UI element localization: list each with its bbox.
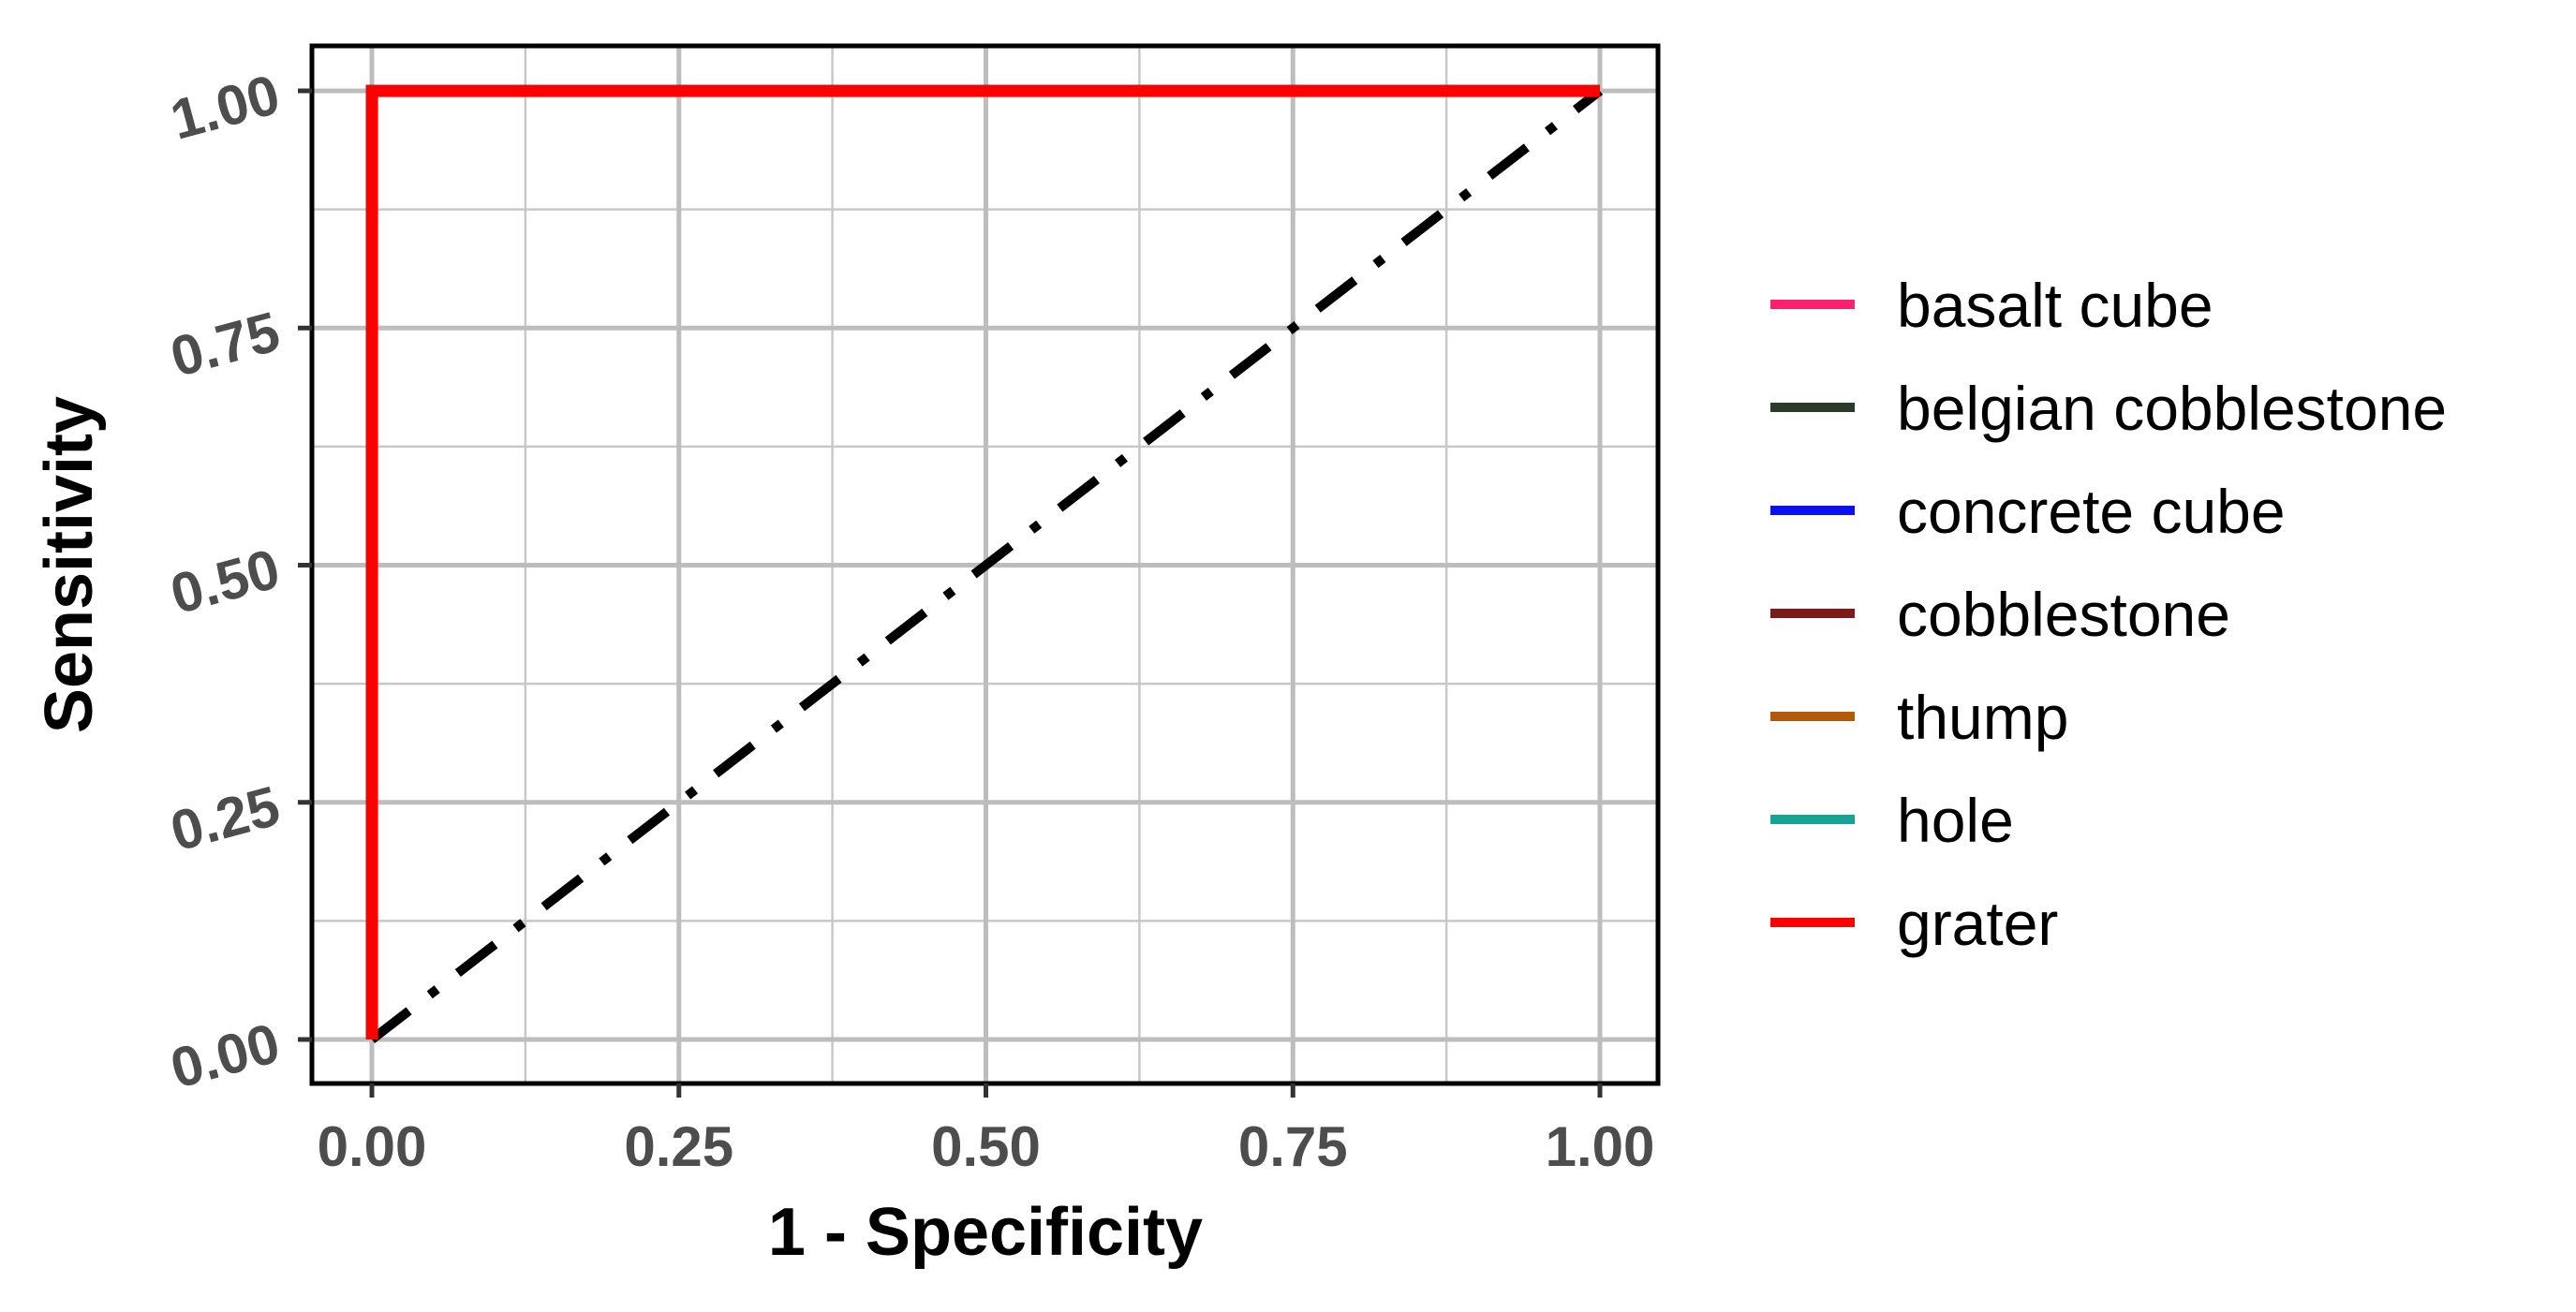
legend-label-hole: hole xyxy=(1897,786,2014,855)
legend-label-concrete-cube: concrete cube xyxy=(1897,477,2286,546)
x-tick-label-2: 0.50 xyxy=(931,1115,1041,1178)
x-tick-label-0: 0.00 xyxy=(318,1115,427,1178)
x-axis-title: 1 - Specificity xyxy=(768,1195,1203,1270)
legend-label-belgian-cobblestone: belgian cobblestone xyxy=(1897,374,2447,443)
series-group xyxy=(365,84,1600,1039)
x-axis-ticks: 0.00 0.25 0.50 0.75 1.00 xyxy=(318,1084,1655,1178)
legend-label-grater: grater xyxy=(1897,889,2058,958)
y-tick-label-1: 0.25 xyxy=(164,774,286,863)
y-axis-title: Sensitivity xyxy=(32,396,107,733)
y-axis-ticks: 0.00 0.25 0.50 0.75 1.00 xyxy=(164,63,312,1100)
legend-label-cobblestone: cobblestone xyxy=(1897,580,2230,649)
series-line-grater xyxy=(365,84,1600,1039)
y-tick-label-2: 0.50 xyxy=(164,537,286,626)
y-tick-label-3: 0.75 xyxy=(164,300,286,389)
x-tick-label-3: 0.75 xyxy=(1238,1115,1348,1178)
legend: basalt cube belgian cobblestone concrete c… xyxy=(1770,271,2447,958)
legend-label-basalt-cube: basalt cube xyxy=(1897,271,2213,340)
legend-label-thump: thump xyxy=(1897,683,2068,752)
x-tick-label-4: 1.00 xyxy=(1546,1115,1655,1178)
x-tick-label-1: 0.25 xyxy=(624,1115,733,1178)
reference-line-group xyxy=(368,87,1604,1043)
reference-diagonal-line xyxy=(368,87,1604,1043)
y-tick-label-0: 0.00 xyxy=(164,1011,286,1100)
y-tick-label-4: 1.00 xyxy=(164,63,286,152)
